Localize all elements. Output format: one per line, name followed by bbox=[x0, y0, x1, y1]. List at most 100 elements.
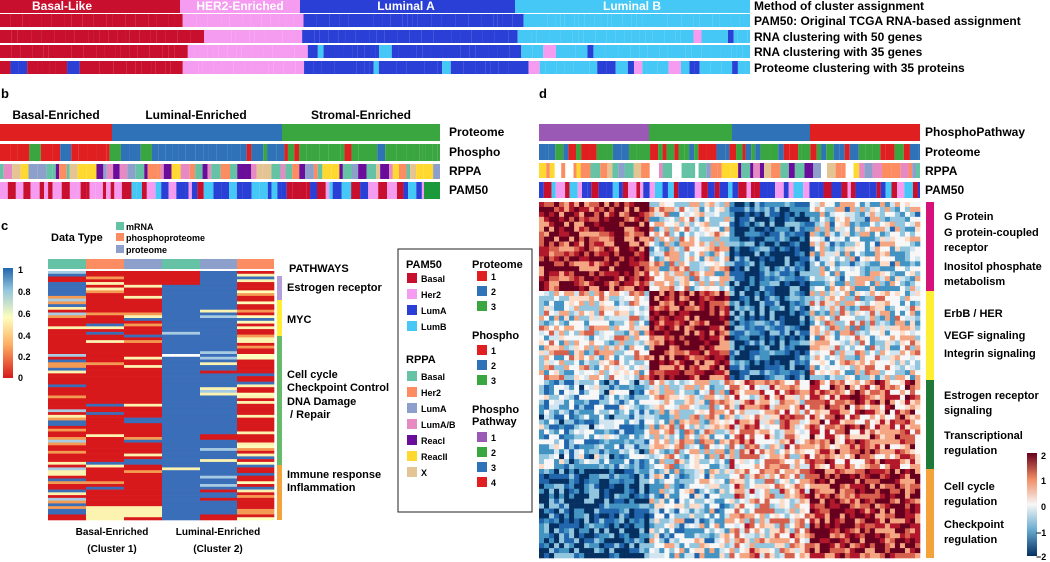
heatmap-cell bbox=[569, 419, 575, 425]
heatmap-cell bbox=[684, 251, 690, 257]
heatmap-cell bbox=[739, 271, 745, 277]
heatmap-cell bbox=[864, 384, 871, 391]
heatmap-cell bbox=[699, 414, 705, 420]
heatmap-cell bbox=[869, 281, 876, 287]
heatmap-cell bbox=[669, 350, 675, 356]
heatmap-cell bbox=[824, 251, 831, 257]
heatmap-cell bbox=[699, 375, 705, 381]
heatmap-cell bbox=[794, 384, 800, 391]
proteome-cell bbox=[689, 144, 695, 160]
heatmap-cell bbox=[809, 325, 816, 331]
heatmap-cell bbox=[237, 348, 275, 352]
pam50-cell bbox=[569, 182, 578, 198]
heatmap-cell bbox=[589, 414, 595, 420]
heatmap-cell bbox=[789, 315, 795, 321]
heatmap-cell bbox=[674, 350, 680, 356]
cluster-cell bbox=[584, 14, 595, 27]
heatmap-cell bbox=[734, 310, 740, 317]
heatmap-cell bbox=[634, 384, 640, 391]
heatmap-cell bbox=[644, 320, 650, 326]
cluster-sublabel: (Cluster 2) bbox=[193, 544, 242, 555]
heatmap-cell bbox=[674, 429, 680, 435]
heatmap-cell bbox=[899, 256, 906, 262]
heatmap-cell bbox=[237, 331, 275, 335]
legend-box: BasalHer2LumALumBBasalHer2LumALumA/BReac… bbox=[397, 248, 533, 513]
heatmap-cell bbox=[544, 394, 550, 401]
heatmap-cell bbox=[619, 335, 625, 341]
heatmap-cell bbox=[644, 360, 650, 366]
heatmap-cell bbox=[544, 399, 550, 406]
heatmap-cell bbox=[769, 286, 775, 292]
heatmap-cell bbox=[834, 355, 841, 361]
heatmap-cell bbox=[614, 231, 620, 237]
heatmap-cell bbox=[124, 412, 163, 416]
heatmap-cell bbox=[794, 429, 800, 435]
heatmap-cell bbox=[124, 431, 163, 435]
heatmap-cell bbox=[909, 291, 916, 297]
panel-b-row-label: RPPA bbox=[449, 164, 482, 178]
heatmap-cell bbox=[649, 271, 655, 277]
heatmap-cell bbox=[909, 315, 916, 321]
heatmap-cell bbox=[869, 345, 876, 351]
heatmap-cell bbox=[48, 342, 87, 346]
heatmap-cell bbox=[669, 271, 675, 277]
pam50-cell bbox=[640, 182, 644, 198]
heatmap-cell bbox=[674, 345, 680, 351]
heatmap-cell bbox=[679, 315, 685, 321]
cluster-cell bbox=[27, 61, 38, 74]
cluster-label: Luminal-Enriched bbox=[176, 527, 260, 538]
heatmap-cell bbox=[162, 340, 201, 344]
heatmap-cell bbox=[744, 394, 750, 401]
heatmap-cell bbox=[124, 475, 163, 479]
heatmap-cell bbox=[599, 414, 605, 420]
heatmap-cell bbox=[789, 226, 795, 232]
rppa-cell bbox=[717, 163, 722, 178]
heatmap-cell bbox=[48, 464, 87, 468]
heatmap-cell bbox=[624, 375, 630, 381]
heatmap-cell bbox=[904, 286, 911, 292]
heatmap-cell bbox=[599, 380, 605, 386]
heatmap-cell bbox=[200, 420, 238, 424]
heatmap-cell bbox=[664, 202, 670, 208]
heatmap-cell bbox=[48, 403, 87, 407]
heatmap-cell bbox=[804, 291, 811, 297]
heatmap-cell bbox=[739, 340, 745, 346]
heatmap-cell bbox=[774, 310, 780, 317]
phosphopathway-block bbox=[732, 124, 810, 141]
colorbar-tick: 0.6 bbox=[18, 309, 31, 319]
heatmap-cell bbox=[869, 394, 876, 401]
heatmap-cell bbox=[734, 414, 740, 420]
legend-label: 3 bbox=[491, 302, 496, 312]
heatmap-cell bbox=[569, 360, 575, 366]
heatmap-cell bbox=[734, 286, 740, 292]
cluster-cell bbox=[10, 14, 23, 27]
heatmap-cell bbox=[739, 419, 745, 425]
heatmap-cell bbox=[824, 221, 831, 228]
heatmap-cell bbox=[789, 221, 795, 228]
heatmap-cell bbox=[734, 375, 740, 381]
proteome-cell bbox=[755, 144, 761, 160]
heatmap-cell bbox=[549, 291, 555, 297]
heatmap-cell bbox=[874, 202, 881, 208]
heatmap-cell bbox=[739, 434, 745, 440]
heatmap-cell bbox=[200, 362, 238, 366]
rppa-cell bbox=[612, 163, 619, 178]
rppa-cell bbox=[788, 163, 795, 178]
heatmap-cell bbox=[749, 365, 755, 371]
heatmap-cell bbox=[609, 226, 615, 232]
heatmap-cell bbox=[789, 211, 795, 218]
heatmap-cell bbox=[769, 261, 775, 267]
heatmap-cell bbox=[124, 298, 163, 302]
heatmap-cell bbox=[86, 381, 125, 385]
heatmap-cell bbox=[124, 428, 163, 432]
phospho-cell bbox=[276, 144, 285, 161]
heatmap-cell bbox=[889, 202, 896, 208]
heatmap-cell bbox=[574, 424, 580, 430]
rppa-cell bbox=[539, 163, 547, 178]
heatmap-cell bbox=[599, 211, 605, 218]
rppa-cell bbox=[738, 163, 742, 178]
heatmap-cell bbox=[854, 340, 861, 346]
heatmap-cell bbox=[554, 241, 560, 247]
heatmap-cell bbox=[909, 281, 916, 287]
heatmap-cell bbox=[539, 305, 545, 312]
